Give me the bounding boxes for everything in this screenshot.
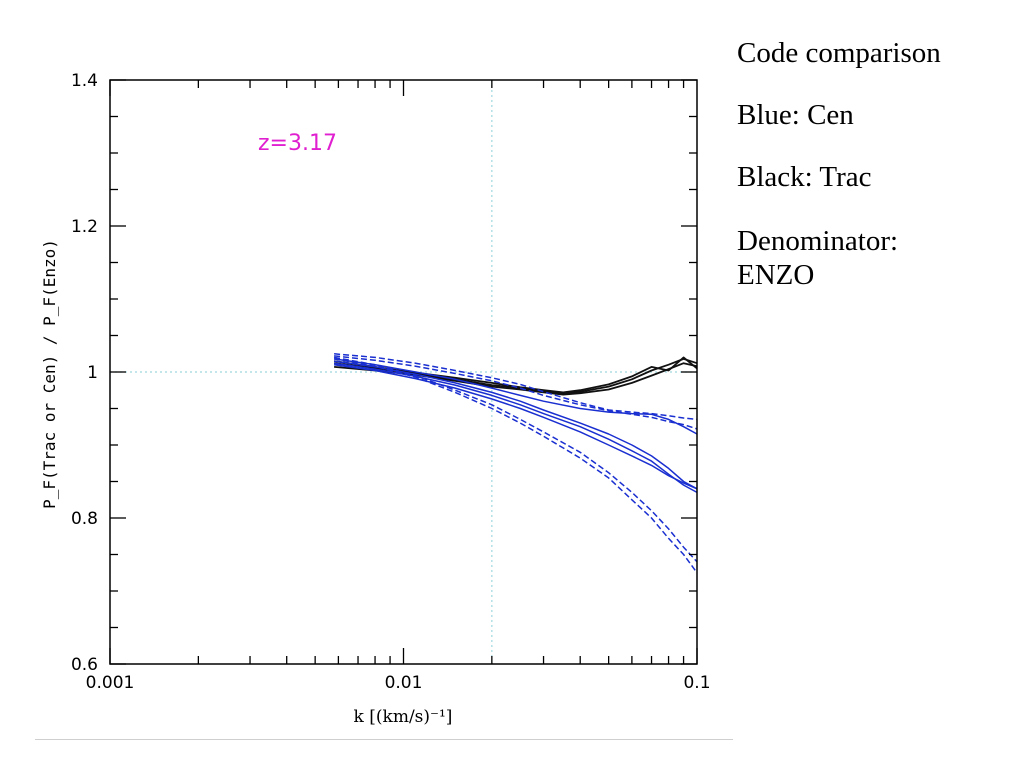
x-tick-label: 0.001 (86, 673, 135, 693)
cen-series-line-11 (333, 358, 698, 574)
y-axis-label: P_F(Trac or Cen) / P_F(Enzo) (40, 239, 59, 509)
cen-series-line-4 (334, 353, 698, 421)
tick-labels: 0.001 0.01 0.1 0.6 0.8 1 1.2 1.4 (71, 71, 711, 693)
sidebar-line-code-comparison: Code comparison (737, 37, 941, 69)
cen-series-line-6 (333, 358, 698, 435)
sidebar-line-blue-cen: Blue: Cen (737, 99, 854, 131)
sidebar-line-denominator: Denominator: (737, 225, 899, 257)
series-layer (333, 353, 698, 574)
redshift-annotation: z=3.17 (258, 131, 337, 156)
y-tick-label: 1.2 (71, 217, 98, 237)
y-tick-label: 1.4 (71, 71, 98, 91)
sidebar-line-black-trac: Black: Trac (737, 161, 872, 193)
x-tick-label: 0.01 (385, 673, 423, 693)
axis-ticks (109, 79, 698, 665)
cen-series-line-5 (334, 355, 698, 430)
x-tick-label: 0.1 (683, 673, 710, 693)
y-tick-label: 1 (87, 363, 98, 383)
x-axis-label: k [(km/s)⁻¹] (354, 707, 453, 727)
sidebar-line-enzo: ENZO (737, 259, 815, 291)
cen-series-line-7 (333, 360, 698, 490)
bottom-divider (35, 739, 733, 740)
trac-series-line-2 (333, 357, 698, 395)
y-tick-label: 0.6 (71, 655, 98, 675)
reference-lines (110, 80, 697, 664)
cen-series-line-10 (333, 356, 698, 563)
y-tick-label: 0.8 (71, 509, 98, 529)
